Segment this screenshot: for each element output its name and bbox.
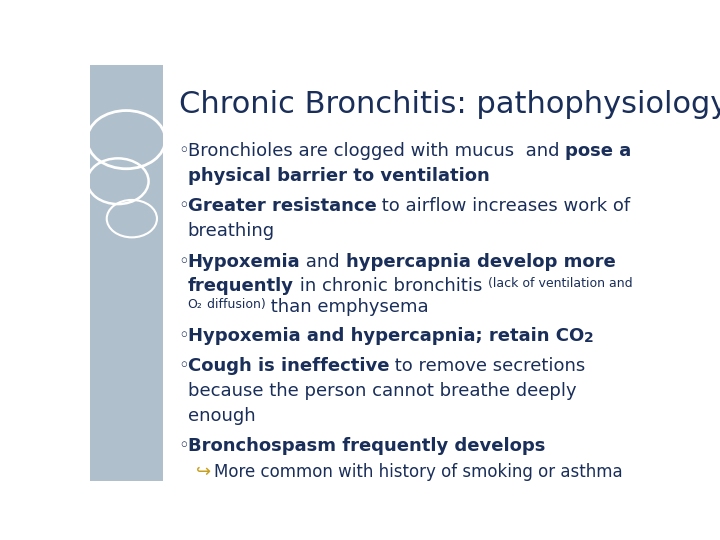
Text: Cough is ineffective: Cough is ineffective (188, 357, 389, 375)
Text: because the person cannot breathe deeply: because the person cannot breathe deeply (188, 382, 576, 400)
Text: O₂: O₂ (188, 298, 202, 311)
Text: Hypoxemia: Hypoxemia (188, 253, 300, 271)
Text: hypercapnia develop more: hypercapnia develop more (346, 253, 616, 271)
Text: 2: 2 (584, 331, 594, 345)
Text: ◦: ◦ (178, 253, 189, 271)
Text: diffusion): diffusion) (202, 298, 265, 311)
Text: ◦: ◦ (178, 327, 189, 346)
Text: physical barrier to ventilation: physical barrier to ventilation (188, 167, 490, 185)
Text: Greater resistance: Greater resistance (188, 197, 377, 215)
Text: Bronchospasm frequently develops: Bronchospasm frequently develops (188, 437, 545, 455)
Text: ◦: ◦ (178, 357, 189, 375)
Text: enough: enough (188, 407, 256, 425)
Text: ◦: ◦ (178, 437, 189, 455)
Text: Bronchioles are clogged with mucus  and: Bronchioles are clogged with mucus and (188, 141, 565, 160)
Text: ↪: ↪ (196, 463, 211, 481)
Text: pose a: pose a (565, 141, 631, 160)
Text: frequently: frequently (188, 278, 294, 295)
Bar (90, 65, 163, 481)
Text: Hypoxemia and hypercapnia; retain CO: Hypoxemia and hypercapnia; retain CO (188, 327, 584, 346)
Text: in chronic bronchitis: in chronic bronchitis (294, 278, 487, 295)
Text: than emphysema: than emphysema (265, 298, 429, 316)
Text: to remove secretions: to remove secretions (389, 357, 585, 375)
Text: ◦: ◦ (178, 141, 189, 160)
Text: (lack of ventilation and: (lack of ventilation and (487, 278, 632, 291)
Text: ◦: ◦ (178, 197, 189, 215)
Text: breathing: breathing (188, 222, 275, 240)
Text: to airflow increases work of: to airflow increases work of (377, 197, 631, 215)
Text: Chronic Bronchitis: pathophysiology: Chronic Bronchitis: pathophysiology (179, 90, 720, 119)
Text: and: and (300, 253, 346, 271)
Text: More common with history of smoking or asthma: More common with history of smoking or a… (214, 463, 623, 481)
